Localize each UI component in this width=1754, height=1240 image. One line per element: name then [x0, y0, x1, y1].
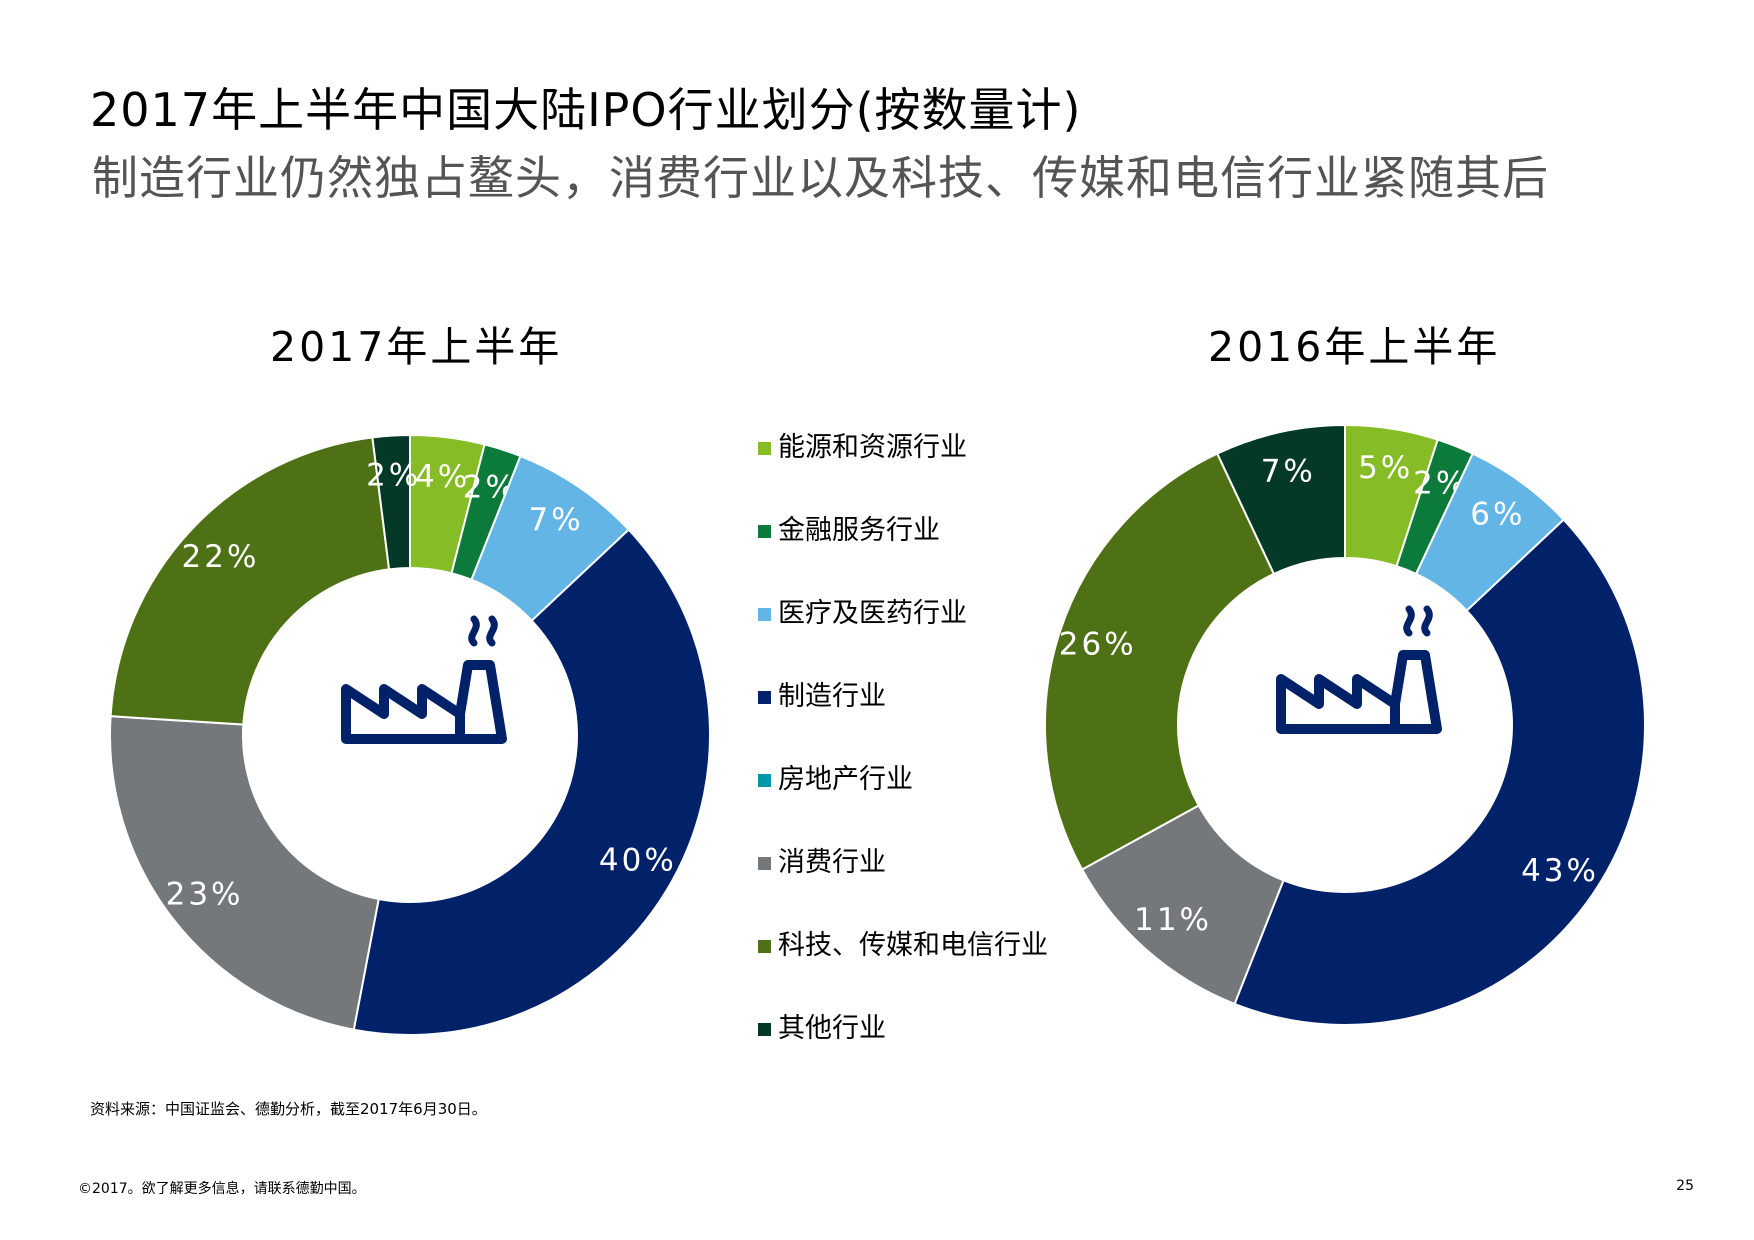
data-label: 22% [182, 539, 260, 575]
legend-swatch [758, 940, 771, 953]
data-label: 5% [1358, 450, 1413, 486]
legend-swatch [758, 1023, 771, 1036]
donut-chart-2016: 5% 2%6%43%11%26%7% [1044, 423, 1646, 1026]
legend-label: 房地产行业 [778, 764, 913, 795]
donut-slice [352, 528, 711, 1036]
legend-label: 制造行业 [778, 681, 886, 712]
legend-label: 金融服务行业 [778, 515, 940, 546]
page-title: 2017年上半年中国大陆IPO行业划分(按数量计) [90, 83, 1082, 137]
legend-swatch [758, 691, 771, 704]
legend-item-energy: 能源和资源行业 [758, 428, 1048, 468]
legend-item-healthcare: 医疗及医药行业 [758, 594, 1048, 634]
data-label: 43% [1521, 853, 1599, 889]
legend-item-real-estate: 房地产行业 [758, 760, 1048, 800]
legend-item-tmt: 科技、传媒和电信行业 [758, 926, 1048, 966]
footer-copyright: ©2017。欲了解更多信息，请联系德勤中国。 [78, 1181, 366, 1197]
page-subtitle: 制造行业仍然独占鳌头，消费行业以及科技、传媒和电信行业紧随其后 [92, 151, 1549, 205]
legend-swatch [758, 857, 771, 870]
legend-swatch [758, 608, 771, 621]
legend-item-consumer: 消费行业 [758, 843, 1048, 883]
donut-slice [1044, 452, 1276, 871]
donut-slice [371, 433, 411, 571]
legend-label: 能源和资源行业 [778, 432, 967, 463]
source-note: 资料来源：中国证监会、德勤分析，截至2017年6月30日。 [90, 1100, 487, 1118]
legend-swatch [758, 442, 771, 455]
chart-title-2016: 2016年上半年 [1208, 323, 1501, 371]
data-label: 7% [1261, 453, 1316, 489]
data-label: 40% [599, 842, 677, 878]
factory-icon [1276, 605, 1442, 734]
chart-title-2017: 2017年上半年 [270, 323, 563, 371]
page-number: 25 [1676, 1178, 1694, 1194]
legend-label: 医疗及医药行业 [778, 598, 967, 629]
donut-slice [1215, 423, 1346, 576]
data-label: 4% [415, 459, 470, 495]
donut-slice [109, 436, 391, 726]
data-label: 7% [529, 502, 584, 538]
legend-item-financial: 金融服务行业 [758, 511, 1048, 551]
legend-label: 其他行业 [778, 1013, 886, 1044]
factory-icon [341, 615, 507, 744]
legend-item-manufacturing: 制造行业 [758, 677, 1048, 717]
legend-label: 科技、传媒和电信行业 [778, 930, 1048, 961]
data-label: 23% [166, 876, 244, 912]
donut-slice [1233, 518, 1646, 1026]
legend-item-other: 其他行业 [758, 1009, 1048, 1049]
data-label: 6% [1470, 497, 1525, 533]
legend-swatch [758, 525, 771, 538]
legend-label: 消费行业 [778, 847, 886, 878]
donut-slice [109, 715, 380, 1031]
donut-chart-2017: 4%2%7%40%23%22%2% [109, 433, 711, 1036]
data-label: 26% [1059, 627, 1137, 663]
data-label: 11% [1134, 902, 1212, 938]
legend-swatch [758, 774, 771, 787]
data-label: 2% [366, 458, 421, 494]
